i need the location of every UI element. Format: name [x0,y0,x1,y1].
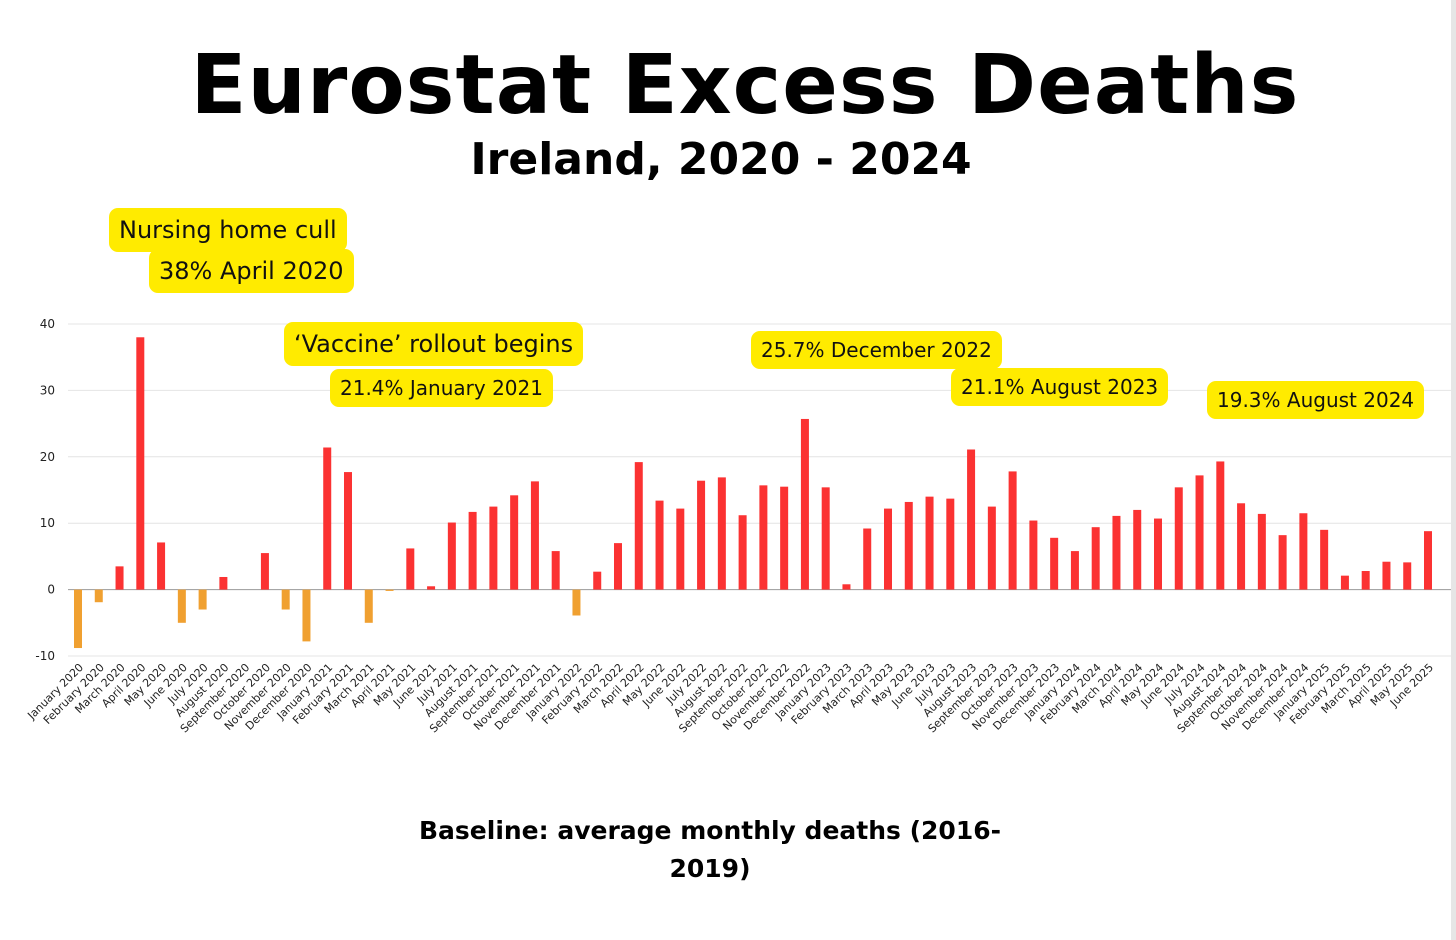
bar-september-2023 [987,506,996,590]
bar-january-2020 [74,589,82,649]
bar-july-2022 [697,480,706,590]
bar-august-2023 [967,449,976,590]
annotation-january-2021: 21.4% January 2021 [330,369,553,407]
chart-subtitle: Ireland, 2020 - 2024 [470,134,972,185]
bar-august-2024 [1216,461,1225,590]
bar-march-2021 [364,589,373,623]
bar-august-2022 [717,477,726,590]
bar-february-2021 [344,472,352,590]
bar-april-2022 [634,462,643,590]
bar-june-2022 [676,508,685,590]
annotation-august-2023: 21.1% August 2023 [951,368,1169,406]
y-axis-ticks: -10 0 10 20 30 40 [35,317,55,663]
y-tick-label: -10 [35,649,55,663]
bar-march-2020 [115,566,124,590]
bar-june-2020 [177,589,186,623]
bar-november-2022 [780,486,789,590]
bar-may-2023 [904,501,913,590]
bar-march-2022 [614,543,622,590]
bar-october-2020 [260,553,269,590]
bar-june-2023 [925,496,934,590]
bar-february-2025 [1340,575,1349,590]
annotation-vaccine-rollout: ‘Vaccine’ rollout begins [284,322,584,366]
y-tick-label: 40 [40,317,55,331]
bar-april-2024 [1133,509,1142,590]
bars [74,337,1432,649]
y-tick-label: 20 [40,450,55,464]
bar-june-2024 [1174,487,1183,590]
annotation-december-2022: 25.7% December 2022 [751,331,1002,369]
bar-july-2023 [946,498,955,590]
chart-title: Eurostat Excess Deaths [190,38,1300,133]
y-tick-label: 30 [40,383,55,397]
bar-october-2022 [759,485,768,590]
bar-december-2021 [551,551,560,590]
bar-december-2020 [302,589,311,642]
bar-january-2024 [1070,551,1079,590]
bar-june-2021 [427,586,436,590]
bar-october-2021 [510,495,519,590]
annotation-nursing-home: Nursing home cull [109,208,347,252]
bar-may-2024 [1154,518,1162,590]
bar-january-2022 [572,589,581,616]
bar-february-2020 [94,589,103,603]
bar-february-2023 [842,584,851,590]
bar-february-2022 [593,571,602,590]
bar-march-2024 [1112,515,1121,590]
bar-april-2025 [1382,561,1391,590]
y-tick-label: 0 [47,583,55,597]
right-edge-strip [1451,0,1456,940]
bar-march-2025 [1361,571,1370,590]
bar-december-2022 [800,418,809,590]
bar-november-2020 [281,589,290,610]
bar-september-2024 [1237,503,1246,590]
bar-november-2024 [1278,535,1287,590]
annotation-august-2024: 19.3% August 2024 [1207,381,1425,419]
bar-october-2024 [1257,513,1266,590]
bar-june-2025 [1424,531,1432,590]
bar-april-2023 [884,508,892,590]
bar-february-2024 [1091,527,1100,590]
bar-march-2023 [863,528,872,590]
bar-october-2023 [1008,471,1017,590]
y-tick-label: 10 [40,516,55,530]
bar-december-2023 [1050,537,1059,590]
bar-january-2025 [1320,529,1329,590]
bar-january-2023 [821,487,830,590]
bar-december-2024 [1299,513,1308,590]
bar-september-2022 [738,515,747,590]
bar-april-2020 [136,337,145,590]
bar-november-2021 [530,481,539,590]
bar-may-2022 [655,500,664,590]
bar-may-2021 [406,548,415,590]
bar-may-2025 [1403,562,1412,590]
bar-august-2020 [219,576,228,590]
baseline-caption: Baseline: average monthly deaths (2016-2… [418,816,1001,883]
bar-april-2021 [385,589,394,591]
bar-august-2021 [468,511,477,590]
bar-july-2021 [447,522,456,590]
annotation-april-2020: 38% April 2020 [149,249,354,293]
bar-july-2020 [198,589,207,610]
bar-may-2020 [157,542,166,590]
bar-september-2021 [489,506,498,590]
bar-july-2024 [1195,475,1204,590]
bar-november-2023 [1029,520,1038,590]
bar-january-2021 [323,447,332,590]
